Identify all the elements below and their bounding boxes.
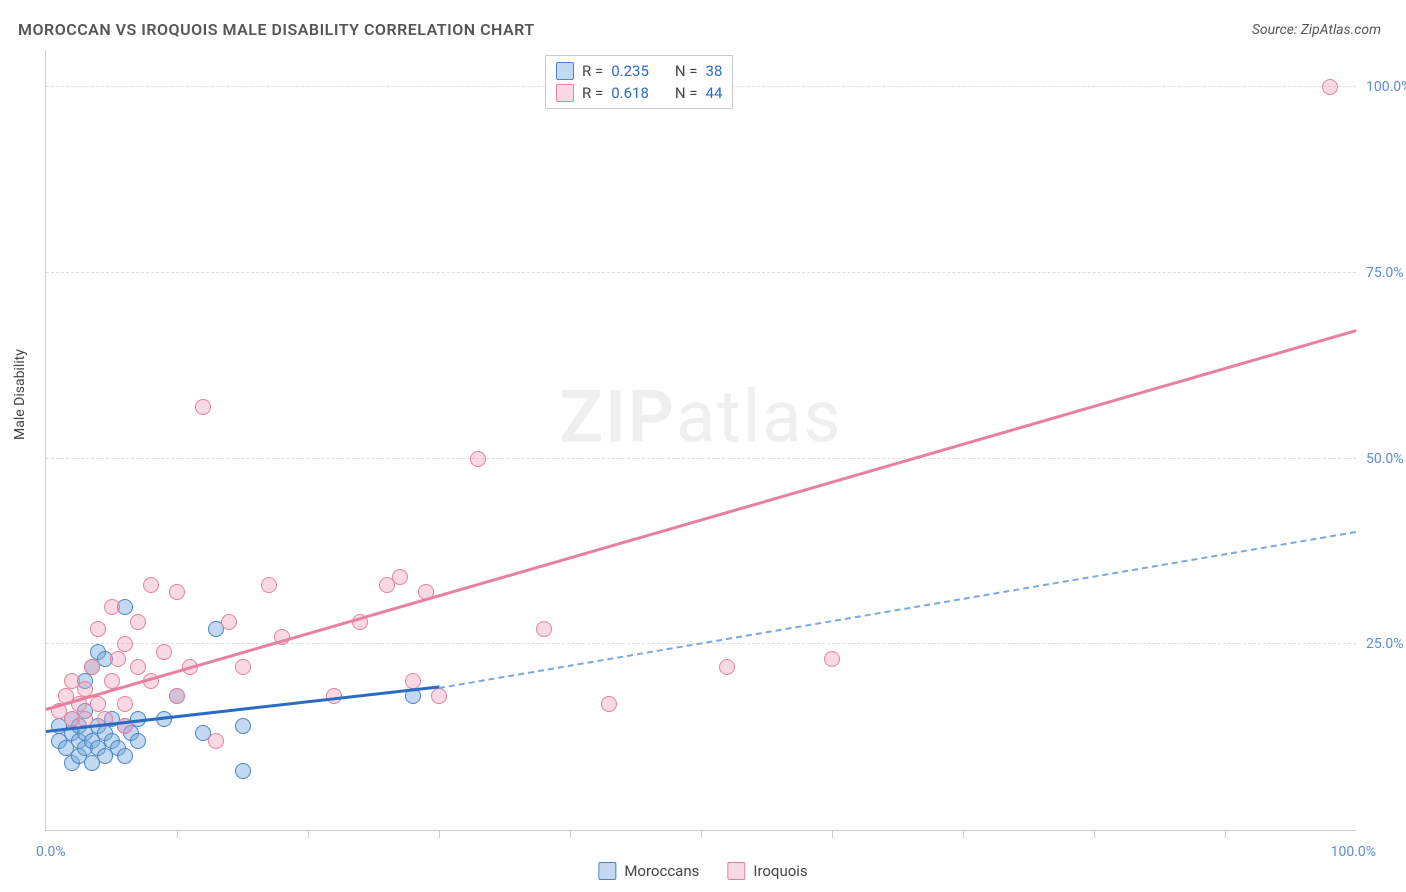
x-tick	[439, 830, 440, 838]
data-point	[169, 688, 185, 704]
legend-item: Moroccans	[598, 862, 699, 880]
data-point	[208, 733, 224, 749]
y-tick-label: 25.0%	[1366, 636, 1406, 652]
watermark: ZIPatlas	[559, 374, 842, 459]
legend-swatch	[556, 84, 574, 102]
legend-row: R = 0.235 N = 38	[556, 60, 722, 82]
plot-area: ZIPatlas 25.0%50.0%75.0%100.0%0.0%100.0%	[45, 50, 1356, 831]
data-point	[143, 577, 159, 593]
legend-r-label: R =	[582, 84, 603, 102]
data-point	[601, 696, 617, 712]
gridline	[46, 458, 1356, 459]
data-point	[235, 718, 251, 734]
x-tick-label: 0.0%	[36, 844, 66, 860]
data-point	[117, 696, 133, 712]
y-tick-label: 75.0%	[1366, 265, 1406, 281]
legend-n-label: N =	[675, 62, 698, 80]
legend-swatch	[598, 862, 616, 880]
legend-swatch	[556, 62, 574, 80]
x-tick	[1225, 830, 1226, 838]
data-point	[1322, 79, 1338, 95]
series-legend: Moroccans Iroquois	[598, 862, 807, 880]
watermark-light: atlas	[676, 374, 843, 459]
correlation-legend: R = 0.235 N = 38 R = 0.618 N = 44	[545, 55, 733, 109]
data-point	[169, 584, 185, 600]
y-tick-label: 50.0%	[1366, 451, 1406, 467]
data-point	[130, 659, 146, 675]
data-point	[470, 451, 486, 467]
legend-swatch	[727, 862, 745, 880]
legend-row: R = 0.618 N = 44	[556, 82, 722, 104]
data-point	[536, 621, 552, 637]
x-tick	[1094, 830, 1095, 838]
legend-item: Iroquois	[727, 862, 807, 880]
data-point	[719, 659, 735, 675]
x-tick	[308, 830, 309, 838]
x-tick	[701, 830, 702, 838]
legend-n-value: 44	[706, 84, 723, 102]
x-tick	[963, 830, 964, 838]
data-point	[392, 569, 408, 585]
data-point	[117, 636, 133, 652]
data-point	[130, 733, 146, 749]
data-point	[130, 614, 146, 630]
data-point	[110, 651, 126, 667]
data-point	[104, 599, 120, 615]
data-point	[90, 696, 106, 712]
legend-r-label: R =	[582, 62, 603, 80]
legend-n-label: N =	[675, 84, 698, 102]
data-point	[824, 651, 840, 667]
source-label: Source: ZipAtlas.com	[1252, 22, 1381, 38]
data-point	[90, 621, 106, 637]
data-point	[235, 763, 251, 779]
data-point	[156, 644, 172, 660]
data-point	[431, 688, 447, 704]
data-point	[235, 659, 251, 675]
legend-label: Iroquois	[753, 862, 807, 880]
gridline	[46, 272, 1356, 273]
legend-n-value: 38	[706, 62, 723, 80]
x-tick	[832, 830, 833, 838]
legend-r-value: 0.235	[611, 62, 649, 80]
data-point	[221, 614, 237, 630]
x-tick	[570, 830, 571, 838]
data-point	[117, 748, 133, 764]
x-tick	[177, 830, 178, 838]
trendline	[46, 329, 1357, 711]
y-axis-label: Male Disability	[12, 349, 28, 440]
data-point	[195, 399, 211, 415]
data-point	[261, 577, 277, 593]
y-tick-label: 100.0%	[1366, 79, 1406, 95]
legend-r-value: 0.618	[611, 84, 649, 102]
legend-label: Moroccans	[624, 862, 699, 880]
data-point	[84, 659, 100, 675]
x-tick-label: 100.0%	[1331, 844, 1376, 860]
watermark-bold: ZIP	[559, 374, 675, 459]
chart-title: MOROCCAN VS IROQUOIS MALE DISABILITY COR…	[18, 20, 535, 39]
